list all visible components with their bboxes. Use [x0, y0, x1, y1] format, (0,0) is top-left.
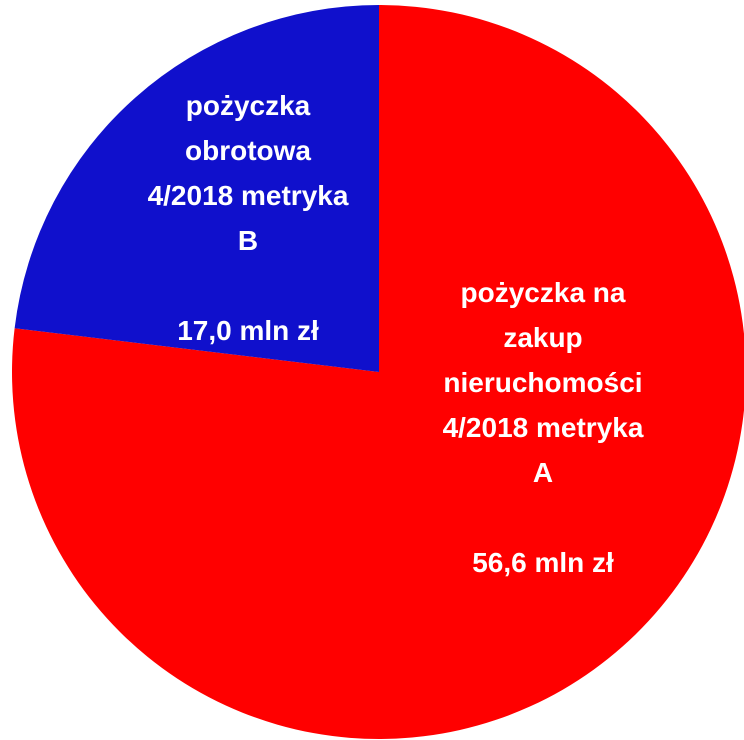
category-label: pożyczka obrotowa 4/2018 metryka B: [147, 90, 349, 256]
slice-label: pożyczka obrotowa 4/2018 metryka B 17,0 m…: [88, 18, 408, 418]
pie-slice: [14, 5, 379, 372]
value-label: 56,6 mln zł: [472, 546, 614, 578]
pie-slice: [12, 5, 744, 739]
category-label: pożyczka na zakup nieruchomości 4/2018 m…: [442, 276, 644, 488]
label-box: pożyczka obrotowa 4/2018 metryka B 17,0 m…: [88, 18, 408, 418]
label-box: pożyczka na zakup nieruchomości 4/2018 m…: [383, 227, 703, 627]
value-label: 17,0 mln zł: [177, 315, 319, 346]
slice-label: pożyczka na zakup nieruchomości 4/2018 m…: [383, 227, 703, 627]
